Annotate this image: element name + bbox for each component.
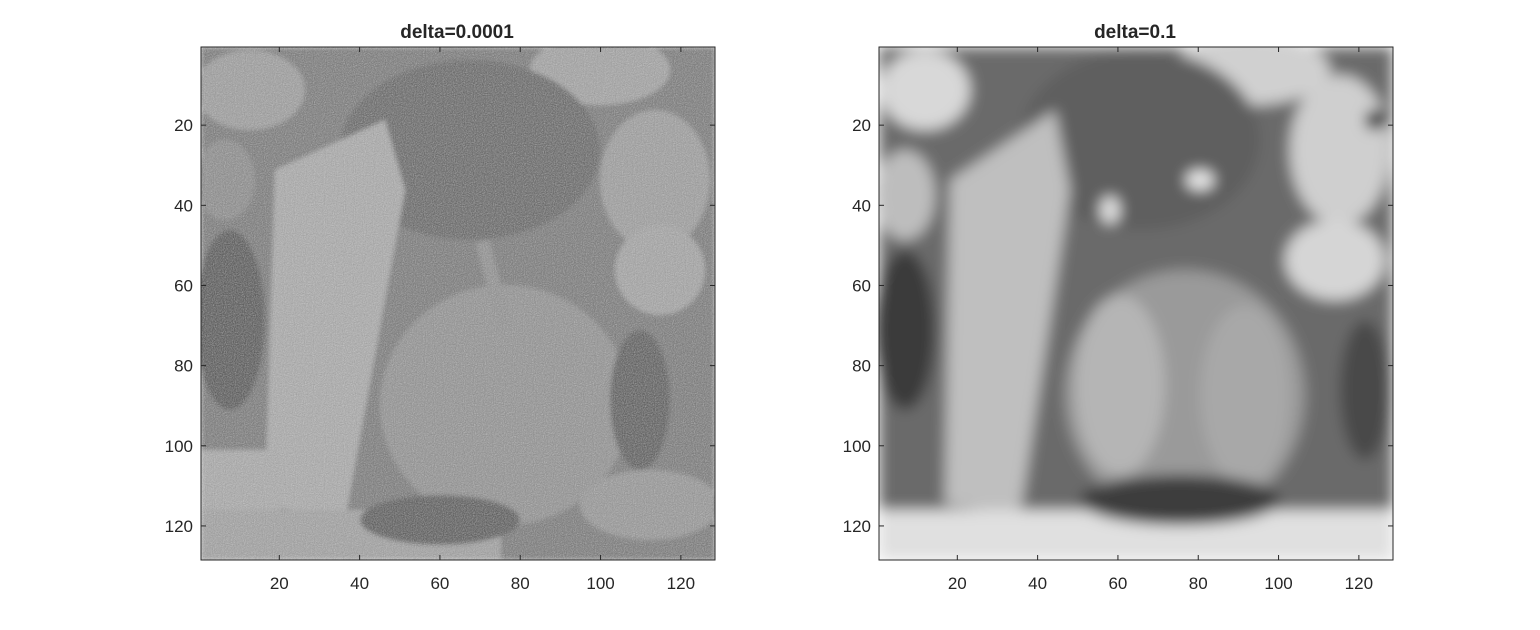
left-xtick-label: 40 bbox=[350, 574, 369, 593]
panel-left-title: delta=0.0001 bbox=[400, 22, 514, 43]
left-ytick-label: 80 bbox=[174, 357, 193, 376]
right-xtick-label: 120 bbox=[1345, 574, 1373, 593]
right-ytick-label: 100 bbox=[843, 437, 871, 456]
left-ytick-label: 120 bbox=[165, 517, 193, 536]
right-ytick-label: 80 bbox=[852, 357, 871, 376]
right-ytick-label: 20 bbox=[852, 116, 871, 135]
right-ytick-label: 60 bbox=[852, 276, 871, 295]
panel-right: delta=0.1 bbox=[843, 22, 1394, 593]
right-xtick-label: 40 bbox=[1028, 574, 1047, 593]
panel-right-title: delta=0.1 bbox=[1094, 22, 1176, 43]
image-left bbox=[201, 47, 715, 560]
right-ytick-label: 120 bbox=[843, 517, 871, 536]
panel-left: delta=0.0001 bbox=[165, 22, 716, 593]
image-right bbox=[879, 47, 1393, 560]
right-xtick-label: 100 bbox=[1264, 574, 1292, 593]
left-xtick-label: 120 bbox=[667, 574, 695, 593]
left-ytick-label: 20 bbox=[174, 116, 193, 135]
left-xtick-label: 60 bbox=[430, 574, 449, 593]
right-xtick-label: 80 bbox=[1189, 574, 1208, 593]
right-xtick-label: 60 bbox=[1108, 574, 1127, 593]
left-ytick-label: 100 bbox=[165, 437, 193, 456]
right-xtick-label: 20 bbox=[948, 574, 967, 593]
left-xtick-label: 20 bbox=[270, 574, 289, 593]
left-xtick-label: 80 bbox=[511, 574, 530, 593]
left-ytick-label: 60 bbox=[174, 276, 193, 295]
ticks-left: 20 40 60 80 100 120 20 40 60 80 100 120 bbox=[165, 47, 715, 593]
ticks-right: 20 40 60 80 100 120 20 40 60 80 100 120 bbox=[843, 47, 1393, 593]
left-ytick-label: 40 bbox=[174, 196, 193, 215]
right-ytick-label: 40 bbox=[852, 196, 871, 215]
left-xtick-label: 100 bbox=[586, 574, 614, 593]
